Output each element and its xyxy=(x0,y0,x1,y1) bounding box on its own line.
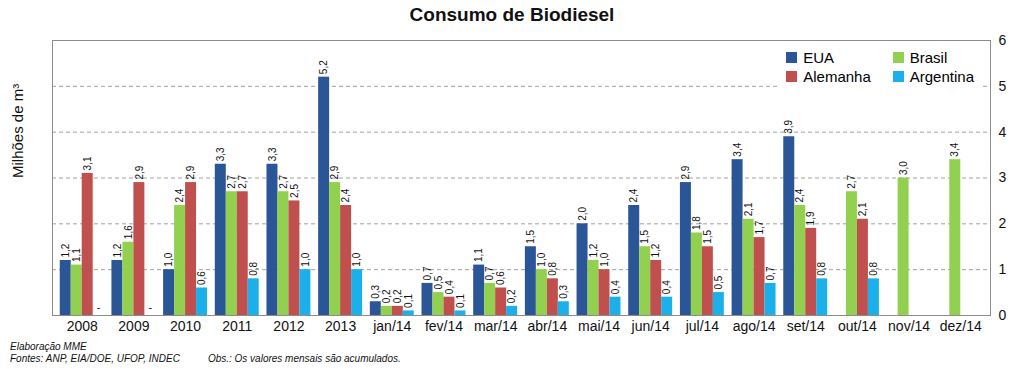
svg-text:0,1: 0,1 xyxy=(403,294,414,308)
svg-text:0,5: 0,5 xyxy=(433,275,444,289)
svg-text:2,7: 2,7 xyxy=(237,174,248,188)
svg-text:2,7: 2,7 xyxy=(226,174,237,188)
svg-text:2,4: 2,4 xyxy=(174,188,185,202)
svg-text:2,4: 2,4 xyxy=(628,188,639,202)
svg-text:1,9: 1,9 xyxy=(805,211,816,225)
svg-text:3,3: 3,3 xyxy=(267,147,278,161)
html-text:Fontes: ANP, EIA/DOE, UFOP, IN: Fontes: ANP, EIA/DOE, UFOP, INDEC xyxy=(10,353,180,364)
svg-text:0: 0 xyxy=(999,307,1007,323)
html-text:Argentina: Argentina xyxy=(909,68,974,85)
svg-text:2010: 2010 xyxy=(170,318,201,334)
svg-text:out/14: out/14 xyxy=(838,318,877,334)
svg-text:dez/14: dez/14 xyxy=(940,318,982,334)
svg-text:1,2: 1,2 xyxy=(588,243,599,257)
svg-text:1,5: 1,5 xyxy=(639,229,650,243)
svg-text:mar/14: mar/14 xyxy=(474,318,518,334)
svg-text:2: 2 xyxy=(999,215,1007,231)
svg-text:3,3: 3,3 xyxy=(215,147,226,161)
svg-text:abr/14: abr/14 xyxy=(527,318,567,334)
svg-text:1,6: 1,6 xyxy=(123,225,134,239)
svg-text:1,0: 1,0 xyxy=(300,252,311,266)
svg-text:1: 1 xyxy=(999,261,1007,277)
svg-text:2,4: 2,4 xyxy=(794,188,805,202)
svg-text:3,9: 3,9 xyxy=(783,119,794,133)
html-text:Brasil: Brasil xyxy=(909,49,948,66)
svg-text:2,9: 2,9 xyxy=(680,165,691,179)
svg-text:ago/14: ago/14 xyxy=(733,318,776,334)
svg-text:3,1: 3,1 xyxy=(82,156,93,170)
svg-text:2,7: 2,7 xyxy=(846,174,857,188)
svg-text:3,4: 3,4 xyxy=(949,142,960,156)
svg-text:0,6: 0,6 xyxy=(495,271,506,285)
svg-text:1,0: 1,0 xyxy=(351,252,362,266)
svg-text:2,9: 2,9 xyxy=(329,165,340,179)
svg-text:2,1: 2,1 xyxy=(743,202,754,216)
svg-text:1,2: 1,2 xyxy=(112,243,123,257)
svg-text:3,4: 3,4 xyxy=(732,142,743,156)
svg-text:jan/14: jan/14 xyxy=(372,318,411,334)
svg-text:nov/14: nov/14 xyxy=(888,318,930,334)
svg-text:2012: 2012 xyxy=(273,318,304,334)
svg-text:0,7: 0,7 xyxy=(484,266,495,280)
svg-text:5,2: 5,2 xyxy=(318,60,329,74)
svg-text:5: 5 xyxy=(999,78,1007,94)
svg-text:0,3: 0,3 xyxy=(370,284,381,298)
svg-text:1,7: 1,7 xyxy=(754,220,765,234)
svg-text:2,5: 2,5 xyxy=(289,184,300,198)
svg-text:1,1: 1,1 xyxy=(473,248,484,262)
svg-text:3: 3 xyxy=(999,169,1007,185)
svg-text:0,6: 0,6 xyxy=(196,271,207,285)
svg-text:fev/14: fev/14 xyxy=(425,318,463,334)
svg-text:2008: 2008 xyxy=(67,318,98,334)
svg-text:Milhões de m³: Milhões de m³ xyxy=(9,84,26,178)
svg-text:0,7: 0,7 xyxy=(422,266,433,280)
svg-text:0,4: 0,4 xyxy=(610,280,621,294)
svg-text:0,5: 0,5 xyxy=(713,275,724,289)
svg-text:0,8: 0,8 xyxy=(816,261,827,275)
html-text:Consumo de Biodiesel: Consumo de Biodiesel xyxy=(409,4,615,25)
svg-text:0,8: 0,8 xyxy=(248,261,259,275)
svg-text:1,1: 1,1 xyxy=(71,248,82,262)
svg-text:2011: 2011 xyxy=(222,318,252,334)
svg-text:6: 6 xyxy=(999,32,1007,48)
svg-text:1,0: 1,0 xyxy=(599,252,610,266)
svg-text:2,9: 2,9 xyxy=(185,165,196,179)
svg-text:4: 4 xyxy=(999,124,1007,140)
svg-text:0,1: 0,1 xyxy=(455,294,466,308)
svg-text:0,2: 0,2 xyxy=(506,289,517,303)
svg-text:2,4: 2,4 xyxy=(340,188,351,202)
svg-text:0,7: 0,7 xyxy=(765,266,776,280)
html-text:Obs.: Os valores mensais são a: Obs.: Os valores mensais são acumulados. xyxy=(207,353,401,364)
svg-text:2,0: 2,0 xyxy=(577,206,588,220)
svg-text:1,2: 1,2 xyxy=(650,243,661,257)
svg-text:2,1: 2,1 xyxy=(857,202,868,216)
svg-text:0,4: 0,4 xyxy=(661,280,672,294)
svg-text:mai/14: mai/14 xyxy=(578,318,620,334)
svg-text:2009: 2009 xyxy=(118,318,149,334)
html-text:Alemanha: Alemanha xyxy=(803,68,871,85)
svg-text:set/14: set/14 xyxy=(787,318,825,334)
svg-text:1,0: 1,0 xyxy=(163,252,174,266)
svg-text:1,8: 1,8 xyxy=(691,216,702,230)
svg-text:1,5: 1,5 xyxy=(525,229,536,243)
html-text:EUA: EUA xyxy=(803,49,835,66)
svg-text:3,0: 3,0 xyxy=(898,161,909,175)
svg-text:2,9: 2,9 xyxy=(134,165,145,179)
svg-text:2,7: 2,7 xyxy=(278,174,289,188)
svg-text:1,5: 1,5 xyxy=(702,229,713,243)
svg-text:0,2: 0,2 xyxy=(381,289,392,303)
svg-text:1,2: 1,2 xyxy=(60,243,71,257)
svg-text:0,3: 0,3 xyxy=(558,284,569,298)
svg-text:jul/14: jul/14 xyxy=(685,318,720,334)
html-text:Elaboração MME: Elaboração MME xyxy=(10,341,87,352)
svg-text:0,8: 0,8 xyxy=(868,261,879,275)
svg-text:2013: 2013 xyxy=(325,318,356,334)
svg-text:-: - xyxy=(149,301,153,313)
svg-text:0,8: 0,8 xyxy=(547,261,558,275)
svg-text:0,4: 0,4 xyxy=(444,280,455,294)
svg-text:jun/14: jun/14 xyxy=(631,318,670,334)
svg-text:1,0: 1,0 xyxy=(536,252,547,266)
svg-text:0,2: 0,2 xyxy=(392,289,403,303)
svg-text:-: - xyxy=(97,301,101,313)
